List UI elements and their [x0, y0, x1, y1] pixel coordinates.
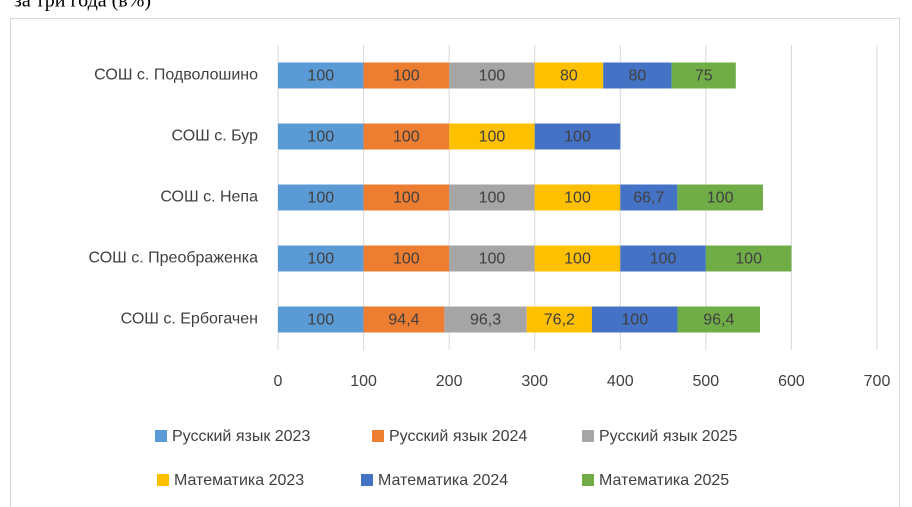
y-tick-label: СОШ с. Подволошино	[94, 67, 258, 84]
bar-segment	[363, 245, 450, 272]
data-label: 100	[307, 68, 334, 85]
legend-swatch	[361, 474, 373, 486]
y-tick-label: СОШ с. Непа	[160, 189, 258, 206]
bar-segment	[278, 184, 364, 211]
data-label: 100	[307, 251, 334, 268]
data-label: 100	[650, 251, 677, 268]
data-label: 100	[393, 251, 420, 268]
bar-segment	[278, 123, 364, 150]
data-label: 100	[621, 312, 648, 329]
bar-segment	[620, 245, 706, 272]
bar-segment	[363, 62, 450, 89]
data-label: 100	[735, 251, 762, 268]
data-label: 96,4	[703, 312, 734, 329]
bar-segment	[449, 62, 535, 89]
data-label: 100	[393, 190, 420, 207]
data-label: 96,3	[470, 312, 501, 329]
bar-segment	[534, 62, 604, 89]
bar-segment	[526, 306, 592, 333]
bar-segment	[677, 306, 761, 333]
data-label: 100	[479, 190, 506, 207]
bar-segment	[677, 184, 763, 211]
y-tick-label: СОШ с. Бур	[171, 128, 258, 145]
data-label: 100	[479, 129, 506, 146]
y-tick-label: СОШ с. Ербогачен	[121, 311, 258, 328]
legend-label: Русский язык 2024	[389, 428, 527, 445]
legend-label: Математика 2023	[174, 472, 304, 489]
bar-segment	[534, 245, 621, 272]
bar-segment	[620, 184, 678, 211]
data-label: 75	[695, 68, 713, 85]
bar-segment	[363, 184, 450, 211]
bar-segment	[671, 62, 736, 89]
legend-swatch	[372, 430, 384, 442]
x-tick-label: 500	[693, 373, 720, 390]
data-label: 100	[307, 312, 334, 329]
data-label: 100	[564, 190, 591, 207]
x-tick-label: 600	[778, 373, 805, 390]
legend-label: Математика 2024	[378, 472, 508, 489]
bar-segment	[449, 245, 535, 272]
bar-segment	[449, 184, 535, 211]
bar-segment	[363, 306, 445, 333]
legend-swatch	[582, 474, 594, 486]
data-label: 80	[629, 68, 647, 85]
bar-segment	[363, 123, 450, 150]
data-label: 100	[479, 68, 506, 85]
legend-label: Математика 2025	[599, 472, 729, 489]
legend-swatch	[155, 430, 167, 442]
data-label: 100	[307, 129, 334, 146]
heading: за три года (в%)	[14, 0, 151, 12]
bar-segment	[444, 306, 527, 333]
bar-segment	[591, 306, 678, 333]
data-label: 100	[564, 251, 591, 268]
legend-swatch	[582, 430, 594, 442]
bar-segment	[278, 62, 364, 89]
data-label: 100	[393, 129, 420, 146]
data-label: 94,4	[388, 312, 419, 329]
chart-border	[10, 18, 900, 507]
data-label: 100	[479, 251, 506, 268]
x-tick-label: 0	[274, 373, 283, 390]
legend-swatch	[157, 474, 169, 486]
bar-segment	[603, 62, 672, 89]
bar-segment	[705, 245, 792, 272]
bar-segment	[449, 123, 535, 150]
legend-label: Русский язык 2025	[599, 428, 737, 445]
x-tick-label: 300	[521, 373, 548, 390]
x-tick-label: 400	[607, 373, 634, 390]
x-tick-label: 700	[864, 373, 891, 390]
bar-segment	[278, 245, 364, 272]
data-label: 76,2	[544, 312, 575, 329]
legend-label: Русский язык 2023	[172, 428, 310, 445]
x-tick-label: 100	[350, 373, 377, 390]
data-label: 100	[307, 190, 334, 207]
bar-segment	[534, 184, 621, 211]
data-label: 100	[393, 68, 420, 85]
y-tick-label: СОШ с. Преображенка	[89, 250, 259, 267]
bar-segment	[534, 123, 621, 150]
data-label: 100	[564, 129, 591, 146]
x-tick-label: 200	[436, 373, 463, 390]
data-label: 66,7	[633, 190, 664, 207]
data-label: 80	[560, 68, 578, 85]
data-label: 100	[707, 190, 734, 207]
bar-segment	[278, 306, 364, 333]
